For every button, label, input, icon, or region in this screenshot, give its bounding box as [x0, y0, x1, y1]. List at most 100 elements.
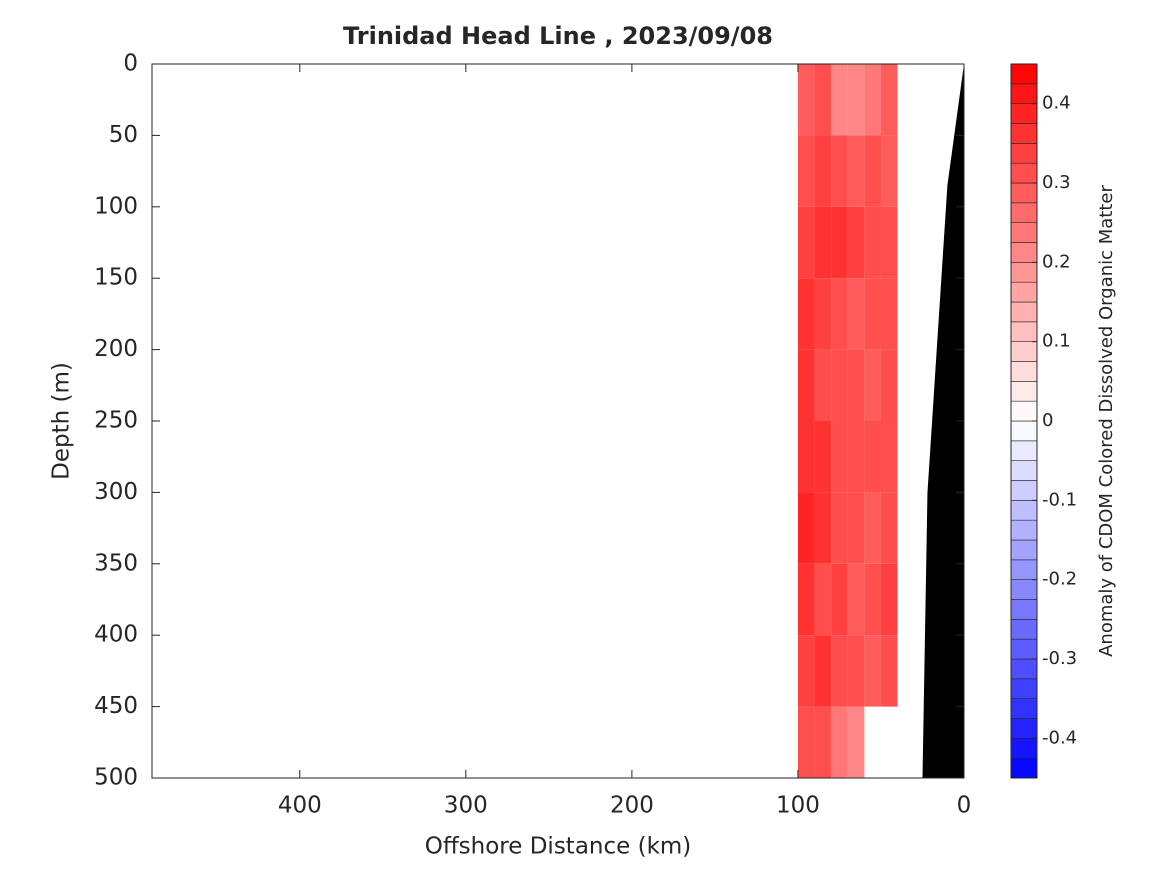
- field-cell: [864, 135, 881, 207]
- field-cell: [797, 635, 815, 707]
- field-cell: [847, 349, 865, 421]
- y-tick-label: 200: [94, 336, 138, 362]
- colorbar-band: [1010, 143, 1038, 164]
- colorbar-band: [1010, 738, 1038, 759]
- colorbar-band: [1010, 460, 1038, 481]
- colorbar-band: [1010, 341, 1038, 362]
- colorbar-band: [1010, 381, 1038, 402]
- y-tick-label: 50: [109, 122, 138, 148]
- field-cell: [880, 206, 898, 279]
- colorbar-tick-label: 0.2: [1042, 251, 1071, 272]
- y-tick-label: 500: [94, 765, 138, 791]
- field-cell: [831, 349, 848, 421]
- field-cell: [831, 706, 848, 778]
- field-cell: [797, 135, 815, 207]
- colorbar-band: [1010, 638, 1038, 660]
- colorbar-band: [1010, 519, 1038, 541]
- field-cell: [864, 64, 881, 136]
- y-tick-label: 350: [94, 550, 138, 576]
- colorbar-label: Anomaly of CDOM Colored Dissolved Organi…: [1096, 185, 1117, 657]
- field-cell: [814, 706, 832, 778]
- colorbar-band: [1010, 559, 1038, 580]
- colorbar-tick-label: -0.1: [1042, 489, 1077, 510]
- field-cell: [864, 563, 881, 636]
- x-tick-label: 200: [610, 793, 654, 819]
- field-cell: [864, 349, 881, 421]
- field-cell: [864, 421, 881, 493]
- field-cell: [880, 135, 898, 207]
- field-cell: [814, 635, 832, 707]
- field-cell: [797, 278, 815, 350]
- field-cell: [831, 135, 848, 207]
- colorbar-band: [1010, 321, 1038, 342]
- colorbar-band: [1010, 757, 1038, 779]
- colorbar-band: [1010, 698, 1038, 719]
- field-cell: [831, 492, 848, 564]
- x-axis-label: Offshore Distance (km): [425, 834, 692, 860]
- colorbar-band: [1010, 658, 1038, 680]
- field-cell: [797, 421, 815, 493]
- colorbar-band: [1010, 162, 1038, 184]
- y-tick-label: 150: [94, 265, 138, 291]
- x-tick-label: 300: [444, 793, 488, 819]
- field-cell: [814, 135, 832, 207]
- colorbar-tick-label: -0.3: [1042, 648, 1077, 669]
- colorbar-band: [1010, 678, 1038, 699]
- colorbar-band: [1010, 262, 1038, 283]
- seafloor: [922, 64, 964, 778]
- field-cell: [847, 278, 865, 350]
- field-cell: [864, 635, 881, 707]
- y-axis-label: Depth (m): [49, 362, 75, 480]
- field-cell: [797, 349, 815, 421]
- field-cell: [814, 206, 832, 279]
- colorbar-band: [1010, 718, 1038, 739]
- field-cell: [831, 421, 848, 493]
- colorbar-band: [1010, 182, 1038, 204]
- field-cell: [831, 278, 848, 350]
- colorbar-tick-label: -0.2: [1042, 569, 1077, 590]
- colorbar-band: [1010, 619, 1038, 640]
- x-tick-label: 0: [957, 793, 972, 819]
- colorbar-band: [1010, 103, 1038, 124]
- colorbar-band: [1010, 242, 1038, 263]
- field-cell: [847, 421, 865, 493]
- x-tick-label: 400: [278, 793, 322, 819]
- y-tick-label: 250: [94, 408, 138, 434]
- colorbar-band: [1010, 480, 1038, 501]
- y-tick-label: 400: [94, 622, 138, 648]
- field-cell: [797, 492, 815, 564]
- colorbar-band: [1010, 599, 1038, 620]
- y-tick-label: 300: [94, 479, 138, 505]
- chart-title: Trinidad Head Line , 2023/09/08: [343, 22, 773, 50]
- field-cell: [880, 278, 898, 350]
- field-cell: [797, 706, 815, 778]
- field-cell: [864, 492, 881, 564]
- colorbar-band: [1010, 361, 1038, 382]
- field-cell: [847, 135, 865, 207]
- field-cell: [880, 349, 898, 421]
- field-cell: [880, 421, 898, 493]
- colorbar-band: [1010, 400, 1038, 422]
- field-cell: [880, 492, 898, 564]
- field-cell: [814, 349, 832, 421]
- field-cell: [880, 64, 898, 136]
- field-cell: [864, 206, 881, 279]
- colorbar-band: [1010, 281, 1038, 303]
- field-cell: [797, 64, 815, 136]
- colorbar-band: [1010, 123, 1038, 144]
- field-cell: [847, 635, 865, 707]
- colorbar-tick-label: 0.4: [1042, 93, 1071, 114]
- x-tick-label: 100: [776, 793, 820, 819]
- colorbar-band: [1010, 63, 1038, 85]
- field-cell: [880, 635, 898, 707]
- colorbar-tick-label: 0.3: [1042, 172, 1071, 193]
- colorbar-band: [1010, 440, 1038, 461]
- y-tick-label: 100: [94, 193, 138, 219]
- field-cell: [847, 64, 865, 136]
- field-cell: [814, 421, 832, 493]
- field-cell: [847, 492, 865, 564]
- field-cell: [814, 492, 832, 564]
- y-tick-label: 450: [94, 693, 138, 719]
- colorbar-band: [1010, 579, 1038, 600]
